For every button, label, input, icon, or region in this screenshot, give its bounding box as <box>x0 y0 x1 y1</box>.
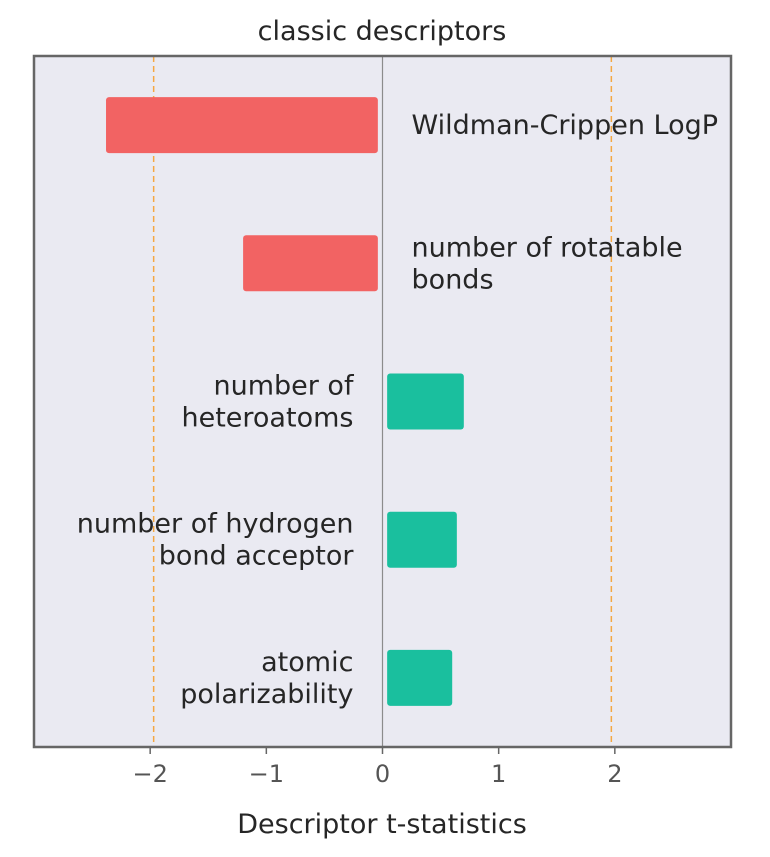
reference-lines <box>152 56 613 747</box>
bar-label: number of rotatable bonds <box>412 232 683 295</box>
bar <box>106 97 378 154</box>
bar <box>387 373 464 430</box>
x-tick-label: 0 <box>375 760 390 788</box>
bar <box>387 649 453 706</box>
bar-label: number of heteroatoms <box>181 371 354 434</box>
bar-label: atomic polarizability <box>180 647 353 710</box>
chart-title: classic descriptors <box>258 16 507 47</box>
x-tick-label: 2 <box>607 760 622 788</box>
bars <box>106 97 464 706</box>
x-axis-ticks: −2 −1 0 1 2 <box>132 747 622 788</box>
bar <box>243 235 378 292</box>
x-tick-label: −1 <box>249 760 284 788</box>
x-tick-label: −2 <box>132 760 167 788</box>
bar-labels: Wildman-Crippen LogP number of rotatable b… <box>77 110 718 710</box>
x-tick-label: 1 <box>491 760 506 788</box>
x-axis-label: Descriptor t-statistics <box>237 809 527 840</box>
bar-label: Wildman-Crippen LogP <box>412 110 718 141</box>
bar-label: number of hydrogen bond acceptor <box>77 509 355 572</box>
bar <box>387 511 457 568</box>
